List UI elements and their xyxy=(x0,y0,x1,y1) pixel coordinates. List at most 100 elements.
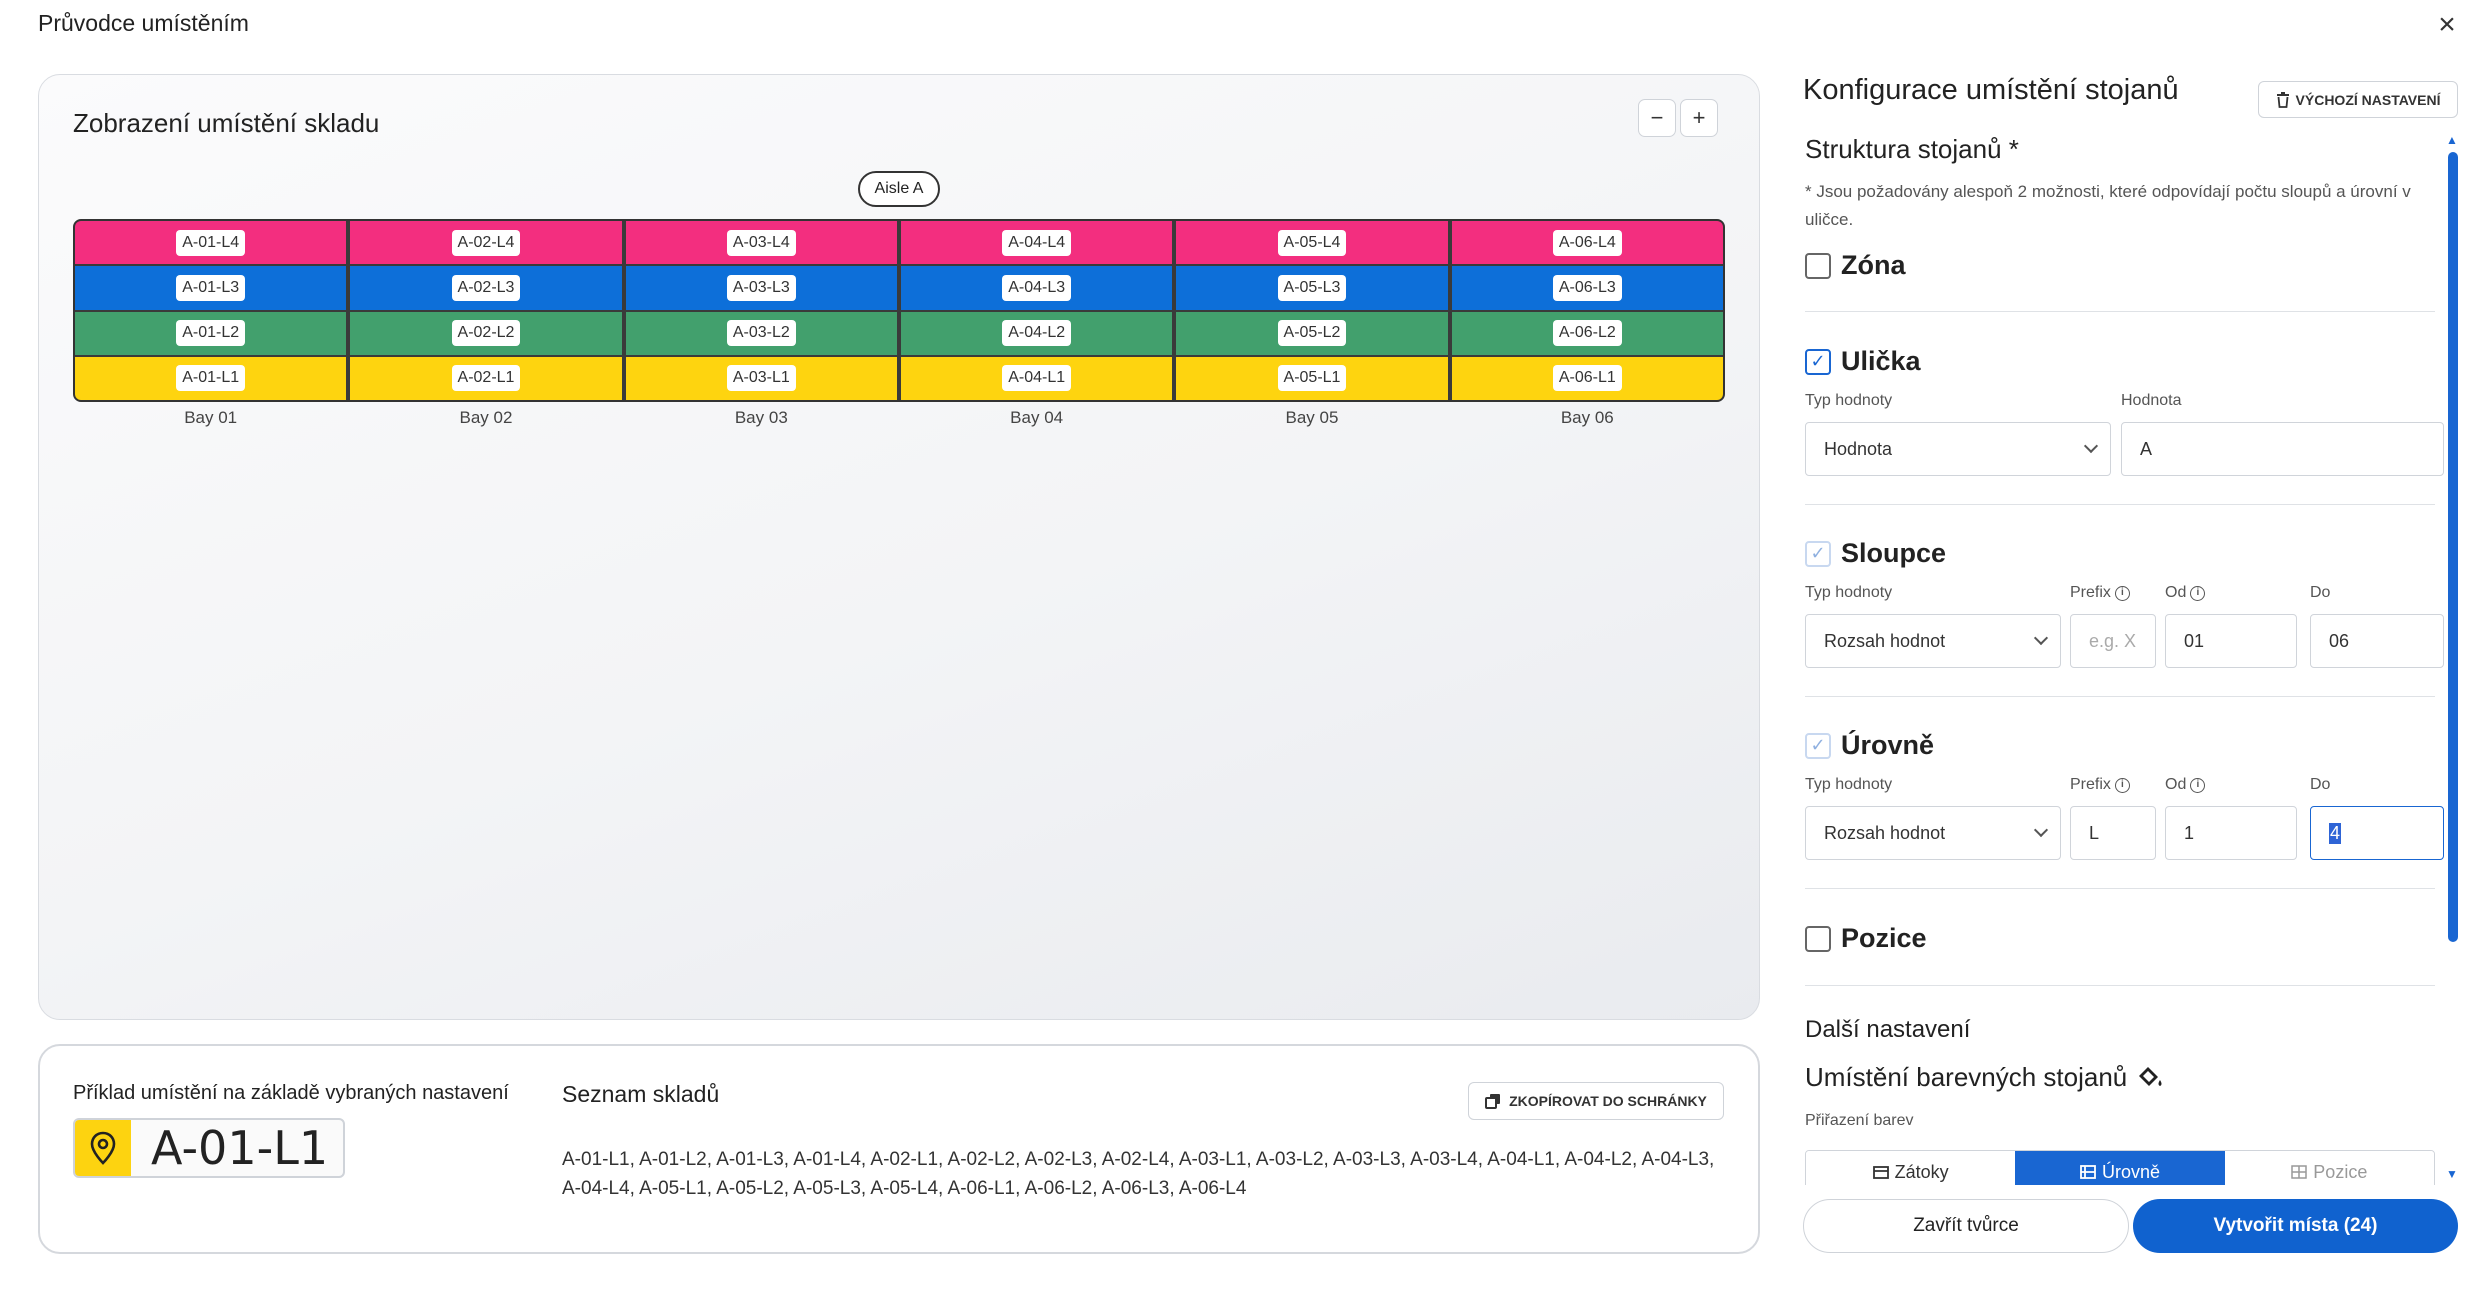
columns-from-input[interactable]: 01 xyxy=(2165,614,2297,668)
location-tag: A-04-L4 xyxy=(1002,229,1072,256)
rack-cell[interactable]: A-01-L4 xyxy=(75,221,347,265)
structure-hint: * Jsou požadovány alespoň 2 možnosti, kt… xyxy=(1805,182,2411,229)
warehouse-map-panel xyxy=(38,74,1760,1020)
positions-option[interactable]: Pozice xyxy=(1805,923,1927,954)
reset-defaults-button[interactable]: VÝCHOZÍ NASTAVENÍ xyxy=(2258,81,2458,118)
rack-cell[interactable]: A-01-L3 xyxy=(75,264,347,310)
tab-positions[interactable]: Pozice xyxy=(2224,1151,2434,1185)
columns-option[interactable]: ✓ Sloupce xyxy=(1805,538,1946,569)
levels-option[interactable]: ✓ Úrovně xyxy=(1805,730,1934,761)
location-tag: A-03-L4 xyxy=(726,229,796,256)
location-tag: A-03-L3 xyxy=(726,274,796,301)
rack-cell[interactable]: A-04-L1 xyxy=(900,354,1173,400)
rack-cell[interactable]: A-01-L1 xyxy=(75,354,347,400)
levels-to-label: Do xyxy=(2310,776,2331,793)
rack-cell[interactable]: A-05-L3 xyxy=(1176,264,1448,310)
columns-from-label: Od i xyxy=(2165,584,2206,602)
aisle-value-label: Hodnota xyxy=(2121,392,2182,409)
bay-label: Bay 02 xyxy=(459,408,513,427)
close-icon[interactable]: × xyxy=(2438,8,2456,41)
columns-label: Sloupce xyxy=(1841,538,1947,568)
aisle-option[interactable]: ✓ Ulička xyxy=(1805,346,1921,377)
levels-type-select[interactable]: Rozsah hodnot xyxy=(1805,806,2061,860)
warehouse-list-text: A-01-L1, A-01-L2, A-01-L3, A-01-L4, A-02… xyxy=(562,1149,1715,1199)
levels-to-input[interactable]: 4 xyxy=(2310,806,2444,860)
info-icon[interactable]: i xyxy=(2114,585,2130,601)
zoom-out-button[interactable]: − xyxy=(1638,99,1676,137)
close-wizard-button[interactable]: Zavřít tvůrce xyxy=(1803,1199,2129,1253)
location-tag: A-02-L4 xyxy=(451,229,521,256)
aisle-label: Aisle A xyxy=(858,171,940,207)
rack-cell[interactable]: A-03-L2 xyxy=(625,309,897,355)
rack-cell[interactable]: A-03-L4 xyxy=(625,221,897,265)
aisle-checkbox[interactable]: ✓ xyxy=(1805,348,1831,375)
rack-cell[interactable]: A-05-L2 xyxy=(1176,309,1448,355)
levels-from-input[interactable]: 1 xyxy=(2165,806,2297,860)
rack-cell[interactable]: A-02-L4 xyxy=(350,221,622,265)
levels-checkbox[interactable]: ✓ xyxy=(1805,732,1831,759)
aisle-type-select[interactable]: Hodnota xyxy=(1805,422,2111,476)
info-icon[interactable]: i xyxy=(2114,777,2130,793)
info-icon[interactable]: i xyxy=(2190,777,2206,793)
location-tag: A-01-L4 xyxy=(176,229,246,256)
chevron-down-icon xyxy=(2033,630,2049,646)
rack-bay: A-01-L4 A-01-L3 A-01-L2 A-01-L1 xyxy=(75,221,347,400)
config-title: Konfigurace umístění stojanů xyxy=(1803,74,2179,106)
copy-to-clipboard-button[interactable]: ZKOPÍROVAT DO SCHRÁNKY xyxy=(1468,1082,1724,1120)
positions-checkbox[interactable] xyxy=(1805,925,1831,952)
rack-cell[interactable]: A-04-L3 xyxy=(900,264,1173,310)
location-tag: A-06-L4 xyxy=(1552,229,1622,256)
rack-cell[interactable]: A-04-L2 xyxy=(900,309,1173,355)
columns-checkbox[interactable]: ✓ xyxy=(1805,540,1831,567)
config-scroll-area[interactable]: Struktura stojanů * * Jsou požadovány al… xyxy=(1805,130,2445,1185)
levels-type-label: Typ hodnoty xyxy=(1805,776,1893,793)
columns-type-label: Typ hodnoty xyxy=(1805,584,1893,601)
color-assign-tabs: Zátoky Úrovně Pozice xyxy=(1805,1150,2435,1185)
tab-levels[interactable]: Úrovně xyxy=(2015,1151,2225,1185)
scrollbar-thumb[interactable] xyxy=(2448,152,2458,942)
location-tag: A-05-L4 xyxy=(1277,229,1347,256)
rack-cell[interactable]: A-05-L4 xyxy=(1176,221,1448,265)
bay-label: Bay 01 xyxy=(184,408,238,427)
rack-cell[interactable]: A-02-L3 xyxy=(350,264,622,310)
rack-bay: A-05-L4 A-05-L3 A-05-L2 A-05-L1 xyxy=(1172,221,1448,400)
positions-label: Pozice xyxy=(1841,923,1927,953)
zone-option[interactable]: Zóna xyxy=(1805,250,1906,281)
rack-cell[interactable]: A-06-L4 xyxy=(1451,221,1723,265)
scroll-down-arrow-icon[interactable]: ▼ xyxy=(2446,1167,2458,1181)
info-icon[interactable]: i xyxy=(2190,585,2206,601)
tab-label: Zátoky xyxy=(1894,1161,1949,1182)
warehouse-list-title: Seznam skladů xyxy=(562,1081,720,1107)
zone-checkbox[interactable] xyxy=(1805,252,1831,279)
aisle-label: Ulička xyxy=(1841,346,1921,376)
columns-to-input[interactable]: 06 xyxy=(2310,614,2444,668)
rack-bay: A-06-L4 A-06-L3 A-06-L2 A-06-L1 xyxy=(1447,221,1723,400)
map-title: Zobrazení umístění skladu xyxy=(73,108,380,138)
aisle-type-label: Typ hodnoty xyxy=(1805,392,1893,409)
zoom-in-button[interactable]: + xyxy=(1680,99,1718,137)
rack-cell[interactable]: A-03-L1 xyxy=(625,354,897,400)
example-location-value: A-01-L1 xyxy=(151,1121,329,1175)
aisle-value-input[interactable]: A xyxy=(2121,422,2444,476)
levels-icon xyxy=(2080,1165,2096,1179)
rack-cell[interactable]: A-06-L2 xyxy=(1451,309,1723,355)
levels-prefix-input[interactable]: L xyxy=(2070,806,2156,860)
create-locations-button[interactable]: Vytvořit místa (24) xyxy=(2133,1199,2458,1253)
rack-cell[interactable]: A-04-L4 xyxy=(900,221,1173,265)
columns-prefix-input[interactable]: e.g. X xyxy=(2070,614,2156,668)
map-pin-icon xyxy=(75,1120,131,1176)
rack-cell[interactable]: A-05-L1 xyxy=(1176,354,1448,400)
divider xyxy=(1805,985,2435,986)
tab-bays[interactable]: Zátoky xyxy=(1806,1151,2016,1185)
rack-cell[interactable]: A-06-L3 xyxy=(1451,264,1723,310)
rack-cell[interactable]: A-02-L1 xyxy=(350,354,622,400)
scroll-up-arrow-icon[interactable]: ▲ xyxy=(2446,133,2458,147)
rack-cell[interactable]: A-02-L2 xyxy=(350,309,622,355)
rack-cell[interactable]: A-03-L3 xyxy=(625,264,897,310)
location-tag: A-04-L1 xyxy=(1002,365,1072,392)
columns-type-select[interactable]: Rozsah hodnot xyxy=(1805,614,2061,668)
copy-button-label: ZKOPÍROVAT DO SCHRÁNKY xyxy=(1509,1093,1707,1109)
location-tag: A-02-L1 xyxy=(451,365,521,392)
rack-cell[interactable]: A-06-L1 xyxy=(1451,354,1723,400)
rack-cell[interactable]: A-01-L2 xyxy=(75,309,347,355)
